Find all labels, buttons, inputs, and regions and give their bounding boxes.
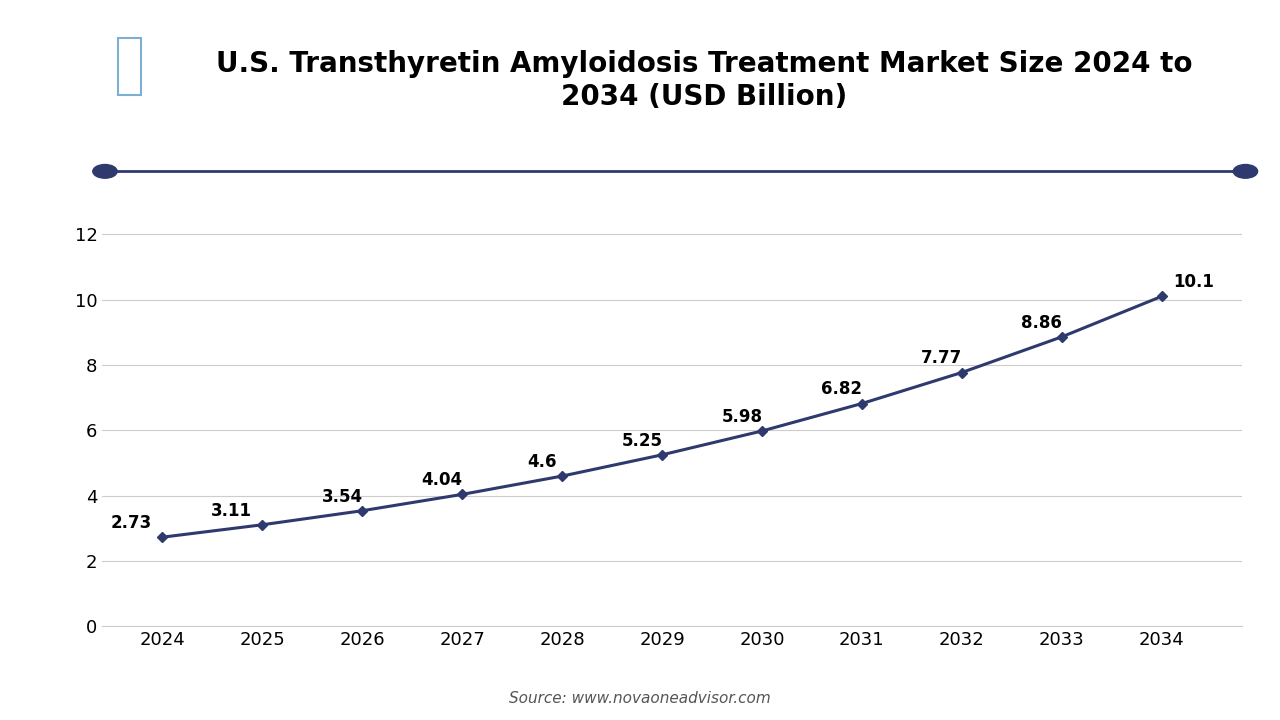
Text: Source: www.novaoneadvisor.com: Source: www.novaoneadvisor.com xyxy=(509,690,771,706)
Text: 3.54: 3.54 xyxy=(321,487,362,505)
Text: NOVA: NOVA xyxy=(42,58,95,76)
Text: 8.86: 8.86 xyxy=(1021,314,1062,332)
Text: 2.73: 2.73 xyxy=(111,514,152,532)
Text: ADVISOR: ADVISOR xyxy=(146,58,230,76)
Text: 3.11: 3.11 xyxy=(211,502,252,520)
Text: 6.82: 6.82 xyxy=(822,380,863,398)
Text: 5.25: 5.25 xyxy=(622,432,663,450)
Text: 4.6: 4.6 xyxy=(527,453,557,471)
Text: 10.1: 10.1 xyxy=(1174,273,1215,291)
Text: 4.04: 4.04 xyxy=(421,471,463,489)
Text: 1: 1 xyxy=(124,58,136,76)
Text: 7.77: 7.77 xyxy=(922,349,963,367)
Text: 5.98: 5.98 xyxy=(722,408,763,426)
Text: U.S. Transthyretin Amyloidosis Treatment Market Size 2024 to
2034 (USD Billion): U.S. Transthyretin Amyloidosis Treatment… xyxy=(216,50,1192,111)
